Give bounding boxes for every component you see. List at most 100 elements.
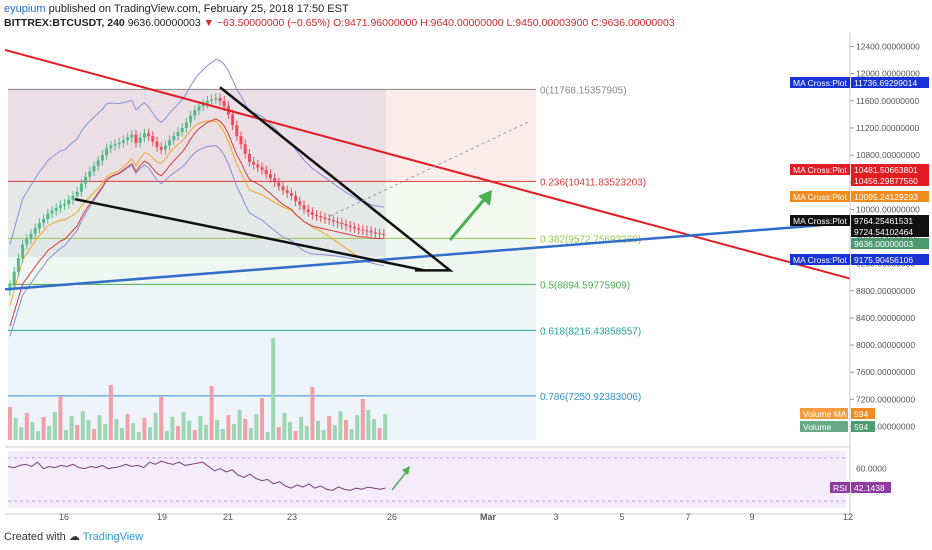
candle	[16, 258, 20, 272]
wedge-lower-line	[74, 197, 426, 272]
candle	[340, 222, 344, 225]
candle	[12, 271, 16, 286]
time-tick-label: 7	[685, 512, 690, 522]
tradingview-brand[interactable]: TradingView	[82, 531, 144, 543]
candle	[168, 140, 172, 146]
candle	[336, 221, 340, 223]
candle	[180, 127, 184, 133]
candle	[298, 201, 302, 206]
rsi-tick-label: 60.0000	[856, 464, 887, 474]
price-tag-label-box	[790, 191, 850, 202]
volume-bar	[36, 431, 40, 440]
price-change: ▼ −63.50000000 (−0.65%)	[203, 17, 331, 29]
volume-bar	[243, 419, 248, 440]
price-tick-label: 8800.00000000	[856, 286, 915, 296]
candle	[54, 208, 58, 211]
volume-bar	[316, 421, 320, 440]
volume-tag-box	[800, 408, 848, 419]
price-tag-value: 10481.50663801	[854, 165, 918, 175]
volume-bar	[164, 431, 169, 440]
volume-tag-value: 594	[854, 409, 868, 419]
volume-tag-label: Volume	[803, 422, 832, 432]
candle	[323, 217, 327, 219]
volume-bar	[41, 417, 46, 440]
volume-bar	[355, 415, 360, 440]
candle	[260, 167, 264, 171]
candle	[218, 98, 222, 101]
ma-line-red	[9, 118, 384, 327]
volume-bar	[170, 417, 175, 440]
author-name[interactable]: eyupium	[4, 3, 46, 15]
volume-bar	[254, 414, 259, 440]
fib-label: 0.618(8216.43858557)	[540, 326, 641, 337]
candle	[231, 114, 235, 126]
symbol-label: BITTREX:BTCUSDT, 240	[4, 17, 125, 29]
candle	[361, 229, 365, 231]
volume-bar	[181, 412, 186, 440]
volume-bar	[293, 431, 298, 440]
volume-bar	[260, 398, 264, 440]
price-tick-label: 10000.00000000	[856, 204, 920, 214]
price-tag-label-box	[790, 77, 850, 88]
fib-label: 0(11768.15357905)	[540, 85, 627, 96]
fib-label: 0.382(9572.75693260)	[540, 234, 641, 245]
volume-tag-value: 594	[854, 422, 868, 432]
candle	[172, 136, 176, 141]
rsi-tag-box	[830, 482, 850, 493]
candle	[369, 231, 373, 233]
candle	[105, 148, 109, 156]
volume-bar	[75, 425, 80, 440]
volume-bar	[136, 432, 141, 440]
volume-bar	[24, 413, 29, 440]
wedge-upper-line	[219, 86, 454, 272]
rsi-value-box	[851, 482, 891, 493]
volume-bar	[148, 427, 152, 440]
time-tick-label: 16	[59, 512, 69, 522]
price-tag-label: MA Cross:Plot	[793, 255, 847, 265]
candle	[42, 218, 46, 223]
candle	[29, 233, 33, 240]
symbol-line: BITTREX:BTCUSDT, 240 9636.00000003 ▼ −63…	[4, 17, 675, 29]
volume-bar	[383, 414, 388, 440]
volume-bar	[159, 397, 164, 440]
candle	[176, 132, 180, 137]
candle	[142, 133, 146, 138]
volume-bar	[248, 428, 253, 440]
ma-line-orange	[9, 120, 384, 306]
candle	[159, 146, 163, 150]
volume-bar	[58, 396, 63, 440]
tradingview-logo-icon: ☁	[68, 531, 80, 543]
candle	[138, 137, 142, 143]
volume-bar	[349, 429, 354, 440]
fib-zone	[8, 89, 536, 182]
volume-bar	[220, 429, 225, 440]
time-tick-label: 3	[553, 512, 558, 522]
volume-bar	[176, 426, 180, 440]
candle	[365, 230, 369, 232]
volume-bar	[237, 410, 242, 440]
candle	[121, 140, 125, 143]
volume-bar	[299, 417, 304, 440]
candle	[277, 182, 281, 187]
candle	[352, 227, 356, 229]
candle	[151, 136, 155, 142]
candle	[210, 99, 214, 101]
candle	[222, 100, 226, 107]
volume-value-box	[851, 421, 875, 432]
time-tick-label: 21	[223, 512, 233, 522]
price-tag-label: MA Cross:Plot	[793, 192, 847, 202]
price-tag-value-box	[851, 254, 929, 265]
candle	[247, 153, 251, 162]
candle	[382, 233, 386, 235]
price-tag-label-box	[790, 254, 850, 265]
candle	[348, 225, 352, 228]
volume-bar	[288, 422, 292, 440]
volume-bar	[108, 385, 113, 440]
time-tick-label: 23	[287, 512, 297, 522]
candle	[252, 161, 256, 165]
candle	[88, 171, 92, 177]
price-tag-value: 9764.25461531	[854, 216, 913, 226]
price-tag-value-box	[851, 77, 929, 88]
time-tick-label: Mar	[480, 512, 497, 522]
